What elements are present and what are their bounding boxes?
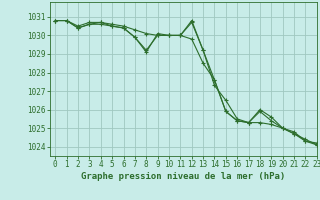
- X-axis label: Graphe pression niveau de la mer (hPa): Graphe pression niveau de la mer (hPa): [81, 172, 285, 181]
